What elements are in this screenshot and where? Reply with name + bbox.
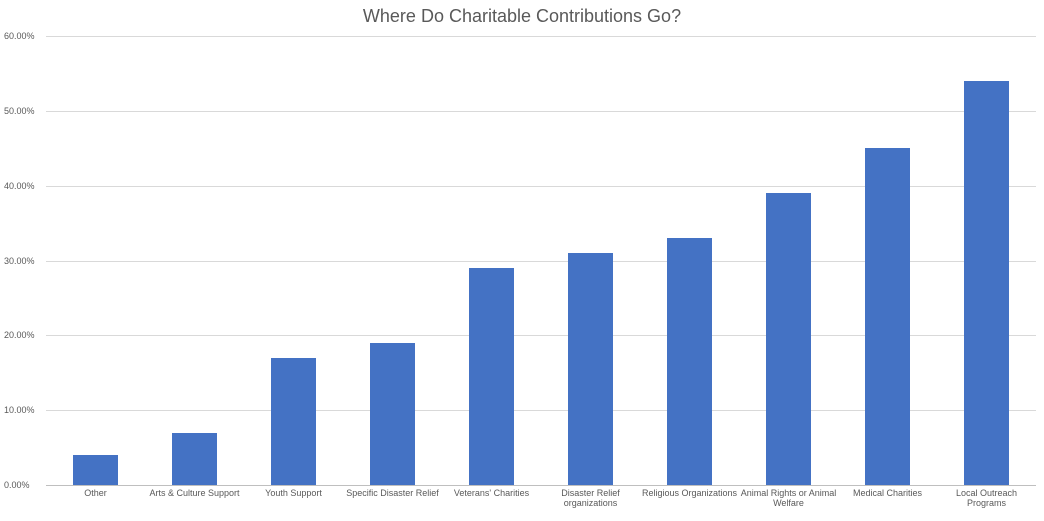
bar — [964, 81, 1009, 485]
x-tick-label: Local Outreach Programs — [937, 485, 1036, 509]
x-tick-label: Animal Rights or Animal Welfare — [739, 485, 838, 509]
y-tick-label: 10.00% — [4, 405, 42, 415]
chart-title: Where Do Charitable Contributions Go? — [0, 6, 1044, 27]
y-gridline — [46, 111, 1036, 112]
x-tick-label: Specific Disaster Relief — [343, 485, 442, 499]
y-tick-label: 50.00% — [4, 106, 42, 116]
x-tick-label: Youth Support — [244, 485, 343, 499]
bar — [172, 433, 217, 485]
bar — [865, 148, 910, 485]
x-tick-label: Disaster Relief organizations — [541, 485, 640, 509]
bar — [73, 455, 118, 485]
bar — [667, 238, 712, 485]
bar — [370, 343, 415, 485]
y-tick-label: 60.00% — [4, 31, 42, 41]
x-tick-label: Veterans' Charities — [442, 485, 541, 499]
x-tick-label: Medical Charities — [838, 485, 937, 499]
x-tick-label: Arts & Culture Support — [145, 485, 244, 499]
x-tick-label: Other — [46, 485, 145, 499]
plot-area: 0.00%10.00%20.00%30.00%40.00%50.00%60.00… — [46, 36, 1036, 485]
chart-container: Where Do Charitable Contributions Go? 0.… — [0, 0, 1044, 521]
bar — [469, 268, 514, 485]
y-tick-label: 40.00% — [4, 181, 42, 191]
x-tick-label: Religious Organizations — [640, 485, 739, 499]
y-tick-label: 20.00% — [4, 330, 42, 340]
y-tick-label: 30.00% — [4, 256, 42, 266]
bar — [766, 193, 811, 485]
bar — [271, 358, 316, 485]
bar — [568, 253, 613, 485]
y-tick-label: 0.00% — [4, 480, 42, 490]
y-gridline — [46, 36, 1036, 37]
